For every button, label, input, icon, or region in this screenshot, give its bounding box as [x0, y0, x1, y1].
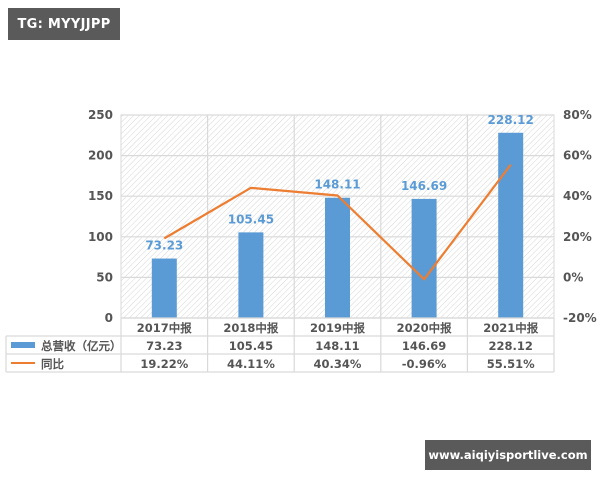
- table-cell: 105.45: [229, 339, 273, 353]
- table-header-cell: 2019中报: [310, 321, 366, 335]
- table-header-cell: 2018中报: [223, 321, 279, 335]
- left-axis: 0 50 100 150 200 250: [88, 108, 113, 325]
- right-tick-label: 80%: [563, 108, 592, 122]
- legend-bar-swatch: [11, 342, 35, 348]
- bar: [325, 197, 350, 318]
- left-tick-label: 100: [88, 230, 113, 244]
- right-tick-label: 0%: [563, 270, 583, 284]
- left-tick-label: 200: [88, 149, 113, 163]
- legend-label: 总营收（亿元）: [41, 339, 122, 353]
- table-cell: -0.96%: [402, 357, 447, 371]
- bar: [498, 132, 524, 318]
- table-header-cell: 2017中报: [137, 321, 193, 335]
- bar-series: 73.23 105.45 148.11 146.69 228.12: [145, 113, 534, 318]
- right-tick-label: 20%: [563, 230, 592, 244]
- left-tick-label: 50: [96, 270, 113, 284]
- table-cell: 55.51%: [487, 357, 535, 371]
- tag-banner: TG: MYYJJPP: [8, 8, 120, 40]
- right-tick-label: 40%: [563, 189, 592, 203]
- table-cell: 73.23: [146, 339, 182, 353]
- table-cell: 44.11%: [227, 357, 275, 371]
- table-header-cell: 2021中报: [483, 321, 539, 335]
- bar: [151, 258, 177, 318]
- table-cell: 40.34%: [314, 357, 362, 371]
- bar-data-label: 105.45: [228, 212, 274, 226]
- table-cell: 228.12: [489, 339, 533, 353]
- table-header-cell: 2020中报: [397, 321, 453, 335]
- bar: [411, 198, 437, 318]
- table-cell: 19.22%: [140, 357, 188, 371]
- bar-data-label: 146.69: [401, 179, 447, 193]
- legend-label: 同比: [41, 357, 64, 371]
- table-cell: 146.69: [402, 339, 446, 353]
- bar-data-label: 228.12: [488, 113, 534, 127]
- table-cell: 148.11: [315, 339, 359, 353]
- bar-data-label: 73.23: [145, 239, 183, 253]
- watermark: www.aiqiyisportlive.com: [425, 440, 591, 470]
- line-series: [163, 164, 512, 281]
- bar: [238, 232, 264, 318]
- right-axis: -20% 0% 20% 40% 60% 80%: [563, 108, 597, 325]
- left-tick-label: 150: [88, 189, 113, 203]
- left-tick-label: 0: [105, 311, 113, 325]
- right-tick-label: 60%: [563, 149, 592, 163]
- growth-line: [163, 164, 512, 281]
- left-tick-label: 250: [88, 108, 113, 122]
- right-tick-label: -20%: [563, 311, 597, 325]
- bar-data-label: 148.11: [314, 178, 360, 192]
